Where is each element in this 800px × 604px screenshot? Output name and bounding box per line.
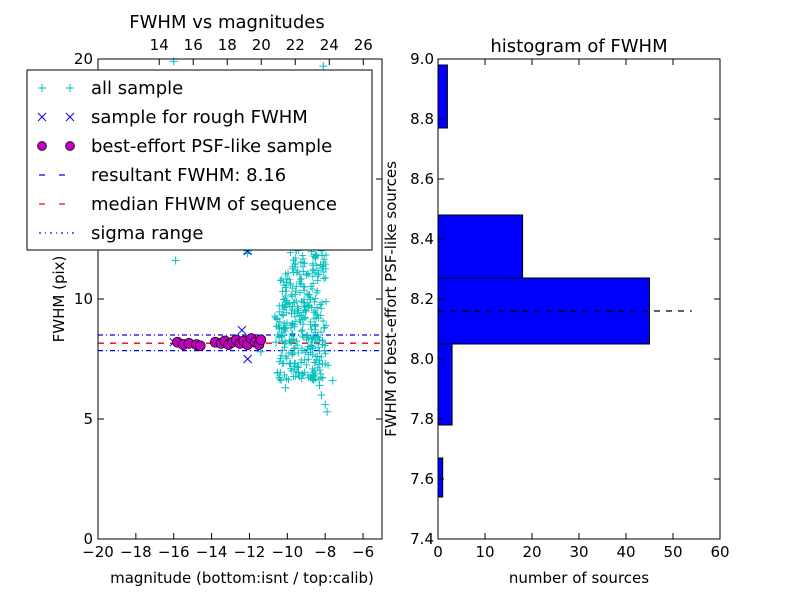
legend-label: all sample: [91, 78, 183, 99]
legend-label: sigma range: [91, 223, 203, 244]
scatter-legend: all sample sample for rough FWHM best-effo…: [26, 69, 373, 251]
histogram-bar: [437, 457, 444, 498]
x-tick-label: −6: [352, 543, 374, 561]
x-tick-label: 60: [710, 543, 729, 561]
top-x-tick-label: 20: [252, 36, 271, 54]
histogram-title: histogram of FWHM: [490, 36, 667, 57]
all-sample-point: [319, 62, 328, 71]
y-tick-label: 20: [74, 50, 93, 68]
y-tick-label: 7.6: [410, 470, 434, 488]
x-tick-label: −20: [82, 543, 114, 561]
y-tick-label: 8.8: [410, 110, 434, 128]
top-x-tick-label: 22: [286, 36, 305, 54]
x-tick-label: 20: [522, 543, 541, 561]
rough-fwhm-point: [243, 354, 252, 364]
x-tick-label: 40: [616, 543, 635, 561]
histogram-data-layer: [437, 64, 692, 498]
legend-item: all sample: [38, 78, 183, 99]
psf-sample-point: [255, 334, 267, 346]
histogram-x-axis-label: number of sources: [509, 569, 649, 587]
all-sample-point: [323, 407, 332, 416]
y-tick-label: 10: [74, 290, 93, 308]
legend-item: sigma range: [39, 223, 203, 244]
x-tick-label: 10: [475, 543, 494, 561]
top-x-tick-label: 26: [354, 36, 373, 54]
top-x-tick-label: 24: [320, 36, 339, 54]
scatter-y-axis-label: FWHM (pix): [50, 256, 68, 343]
legend-label: resultant FWHM: 8.16: [91, 165, 286, 186]
y-tick-label: 8.2: [410, 290, 434, 308]
y-tick-label: 5: [83, 410, 93, 428]
legend-item: resultant FWHM: 8.16: [39, 165, 286, 186]
y-tick-label: 7.8: [410, 410, 434, 428]
x-tick-label: −10: [272, 543, 304, 561]
scatter-ticks: −20 −18 −16 −14 −12 −10 −8 −6 14 16 18 20 22 24 26 0 5 10…: [74, 36, 382, 561]
x-tick-label: 30: [569, 543, 588, 561]
all-sample-point: [271, 338, 280, 347]
top-x-tick-label: 16: [184, 36, 203, 54]
y-tick-label: 8.4: [410, 230, 434, 248]
y-tick-label: 8.0: [410, 350, 434, 368]
x-tick-label: −14: [196, 543, 228, 561]
y-tick-label: 9.0: [410, 50, 434, 68]
x-tick-label: −18: [120, 543, 152, 561]
all-sample-point: [281, 383, 290, 392]
histogram-bar: [437, 343, 453, 426]
histogram-y-axis-label: FWHM of best-effort PSF-like sources: [382, 161, 400, 437]
histogram-plot: 0 10 20 30 40 50 60 7.4 7.6 7.8 8.0 8.2 8.4 8.6 8.8 9.0…: [382, 36, 730, 587]
y-tick-label: 0: [83, 530, 93, 548]
histogram-bar: [437, 277, 650, 345]
legend-label: best-effort PSF-like sample: [91, 136, 332, 157]
rough-fwhm-point: [237, 325, 247, 335]
x-tick-label: −16: [158, 543, 190, 561]
y-tick-label: 7.4: [410, 530, 434, 548]
legend-label: median FHWM of sequence: [91, 194, 337, 215]
y-tick-label: 8.6: [410, 170, 434, 188]
psf-sample-point: [194, 340, 206, 352]
all-sample-point: [328, 376, 337, 385]
legend-item: best-effort PSF-like sample: [37, 136, 332, 157]
all-sample-point: [321, 400, 330, 409]
scatter-x-axis-label: magnitude (bottom:isnt / top:calib): [110, 569, 374, 587]
histogram-ticks: 0 10 20 30 40 50 60 7.4 7.6 7.8 8.0 8.2 8.4 8.6 8.8 9.0: [410, 50, 729, 561]
all-sample-point: [315, 381, 324, 390]
top-x-tick-label: 14: [150, 36, 169, 54]
scatter-title: FWHM vs magnitudes: [129, 12, 324, 33]
legend-box: [26, 69, 373, 251]
top-x-tick-label: 18: [218, 36, 237, 54]
scatter-plot: −20 −18 −16 −14 −12 −10 −8 −6 14 16 18 20 22 24 26 0 5 10…: [26, 12, 383, 587]
x-tick-label: 0: [433, 543, 443, 561]
x-tick-label: −12: [234, 543, 266, 561]
all-sample-point: [171, 256, 180, 265]
legend-label: sample for rough FWHM: [91, 107, 308, 128]
x-tick-label: −8: [314, 543, 336, 561]
x-tick-label: 50: [663, 543, 682, 561]
legend-item: median FHWM of sequence: [39, 194, 337, 215]
all-sample-dense-cloud: [271, 246, 332, 385]
all-sample-point: [317, 391, 326, 399]
histogram-bar: [437, 214, 524, 279]
legend-item: sample for rough FWHM: [37, 107, 308, 128]
